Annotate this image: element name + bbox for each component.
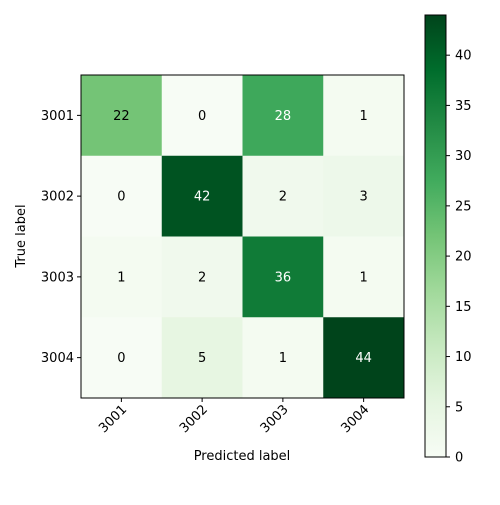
colorbar-tick-label: 10 [455,350,472,365]
y-tick-label: 3004 [41,351,74,366]
heatmap-cell [161,75,243,157]
colorbar-ticks: 0 5 10 15 20 25 30 35 40 [446,49,472,466]
x-tick-label: 3002 [177,402,211,436]
cell-value-label: 2 [198,270,206,285]
heatmap-cell [161,155,243,237]
colorbar [424,14,447,458]
colorbar-tick-label: 15 [455,300,472,315]
cell-value-label: 1 [279,351,287,366]
colorbar-tick-label: 35 [455,99,472,114]
heatmap-cell [81,75,163,157]
heatmap-cell [242,317,324,399]
colorbar-tick-label: 40 [455,49,472,64]
cell-value-label: 0 [117,190,125,205]
heatmap-cell [242,75,324,157]
x-tick-label: 3001 [96,402,130,436]
y-tick-label: 3002 [41,190,74,205]
heatmap-cell [81,236,163,318]
cell-value-label: 36 [275,270,292,285]
cell-value-label: 2 [279,190,287,205]
cell-value-label: 0 [198,109,206,124]
cell-value-label: 22 [113,109,130,124]
y-tick-label: 3001 [41,109,74,124]
heatmap-cell [81,155,163,237]
x-tick-label: 3003 [258,402,292,436]
heatmap-cell [323,236,405,318]
cell-value-label: 44 [355,351,372,366]
heatmap-cell [323,155,405,237]
heatmap-cell [242,155,324,237]
cell-value-label: 5 [198,351,206,366]
heatmap-cell [161,236,243,318]
colorbar-tick-label: 0 [455,451,463,466]
cell-value-label: 3 [359,190,367,205]
cell-value-label: 0 [117,351,125,366]
x-axis-ticks: 3001 3002 3003 3004 [96,398,372,436]
y-axis-label: True label [14,204,29,268]
colorbar-tick-label: 30 [455,149,472,164]
x-tick-label: 3004 [338,402,372,436]
cell-value-label: 1 [359,109,367,124]
heatmap-cell [161,317,243,399]
heatmap-cell [242,236,324,318]
heatmap-cell [323,75,405,157]
y-tick-label: 3003 [41,270,74,285]
heatmap-cells [81,75,405,399]
cell-value-label: 42 [194,190,211,205]
cell-value-labels: 22 0 28 1 0 42 2 3 1 2 36 1 0 5 1 44 [113,109,372,366]
colorbar-tick-label: 5 [455,400,463,415]
x-axis-label: Predicted label [194,449,291,464]
cell-value-label: 1 [117,270,125,285]
colorbar-tick-label: 20 [455,250,472,265]
y-axis-ticks: 3001 3002 3003 3004 [41,109,81,366]
heatmap-cell [81,317,163,399]
heatmap-cell [323,317,405,399]
cell-value-label: 1 [359,270,367,285]
cell-value-label: 28 [275,109,292,124]
colorbar-tick-label: 25 [455,199,472,214]
plot-frame [80,74,405,399]
